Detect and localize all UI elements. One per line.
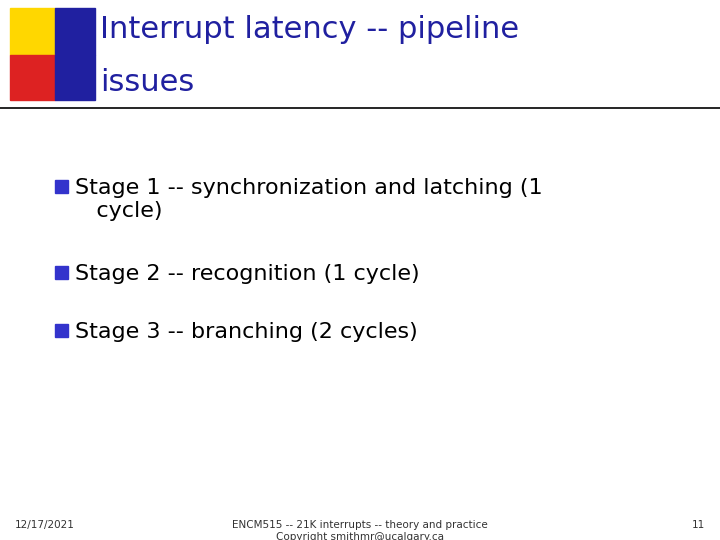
Bar [10, 55, 55, 100]
Text: 12/17/2021: 12/17/2021 [15, 520, 75, 530]
Text: Stage 1 -- synchronization and latching (1
   cycle): Stage 1 -- synchronization and latching … [75, 178, 543, 221]
Bar [55, 55, 95, 100]
Bar [55, 180, 68, 193]
Text: Interrupt latency -- pipeline: Interrupt latency -- pipeline [100, 15, 519, 44]
Bar [55, 266, 68, 279]
Bar [10, 8, 55, 55]
Text: 11: 11 [692, 520, 705, 530]
Text: ENCM515 -- 21K interrupts -- theory and practice
Copyright smithmr@ucalgary.ca: ENCM515 -- 21K interrupts -- theory and … [232, 520, 488, 540]
Text: issues: issues [100, 68, 194, 97]
Bar [55, 324, 68, 337]
Text: Stage 3 -- branching (2 cycles): Stage 3 -- branching (2 cycles) [75, 322, 418, 342]
Bar [55, 8, 95, 55]
Text: Stage 2 -- recognition (1 cycle): Stage 2 -- recognition (1 cycle) [75, 264, 420, 284]
